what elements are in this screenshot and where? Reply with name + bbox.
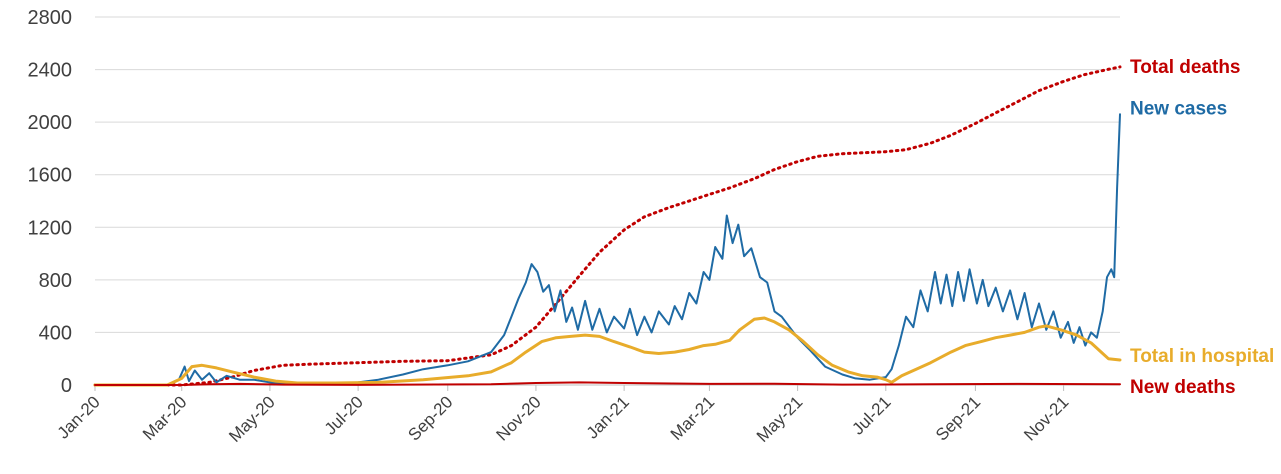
y-tick-label: 1200 [28, 217, 73, 239]
series-label-new-cases: New cases [1130, 98, 1227, 119]
x-axis: Jan-20 Mar-20 May-20 Jul-20 Sep-20 Nov-20 Jan-… [54, 385, 1072, 446]
series-label-new-deaths: New deaths [1130, 377, 1236, 398]
series-line-new-cases [94, 113, 1121, 386]
y-tick-label: 2000 [28, 112, 73, 134]
series-label-total-deaths: Total deaths [1130, 57, 1241, 78]
x-tick-label: Jan-20 [54, 392, 104, 442]
x-tick-label: Nov-21 [1020, 392, 1072, 444]
gridlines [95, 16, 1120, 386]
x-tick-label: Jan-21 [583, 392, 633, 442]
y-axis: 0 400 800 1200 1600 2000 2400 2800 [28, 7, 73, 397]
x-tick-label: Sep-21 [932, 392, 984, 444]
series-label-total-in-hospital: Total in hospital [1130, 346, 1274, 367]
y-tick-label: 2400 [28, 60, 73, 82]
series-line-total-deaths [93, 65, 1122, 387]
x-tick-label: Mar-20 [139, 392, 191, 444]
series-line-new-deaths [94, 381, 1121, 386]
series-labels: Total deaths New cases Total in hospital Ne… [1130, 57, 1274, 398]
x-tick-label: Nov-20 [493, 392, 545, 444]
y-tick-label: 800 [39, 270, 72, 292]
series-line-total-in-hospital [93, 316, 1122, 387]
series-lines [93, 65, 1122, 387]
y-tick-label: 0 [61, 375, 72, 397]
y-tick-label: 2800 [28, 7, 73, 29]
x-tick-label: May-20 [225, 392, 279, 446]
x-tick-label: May-21 [753, 392, 807, 446]
x-tick-label: Jul-20 [321, 392, 367, 438]
x-tick-label: Jul-21 [848, 392, 894, 438]
x-tick-label: Sep-20 [404, 392, 456, 444]
y-tick-label: 1600 [28, 165, 73, 187]
y-tick-label: 400 [39, 322, 72, 344]
x-tick-label: Mar-21 [667, 392, 719, 444]
